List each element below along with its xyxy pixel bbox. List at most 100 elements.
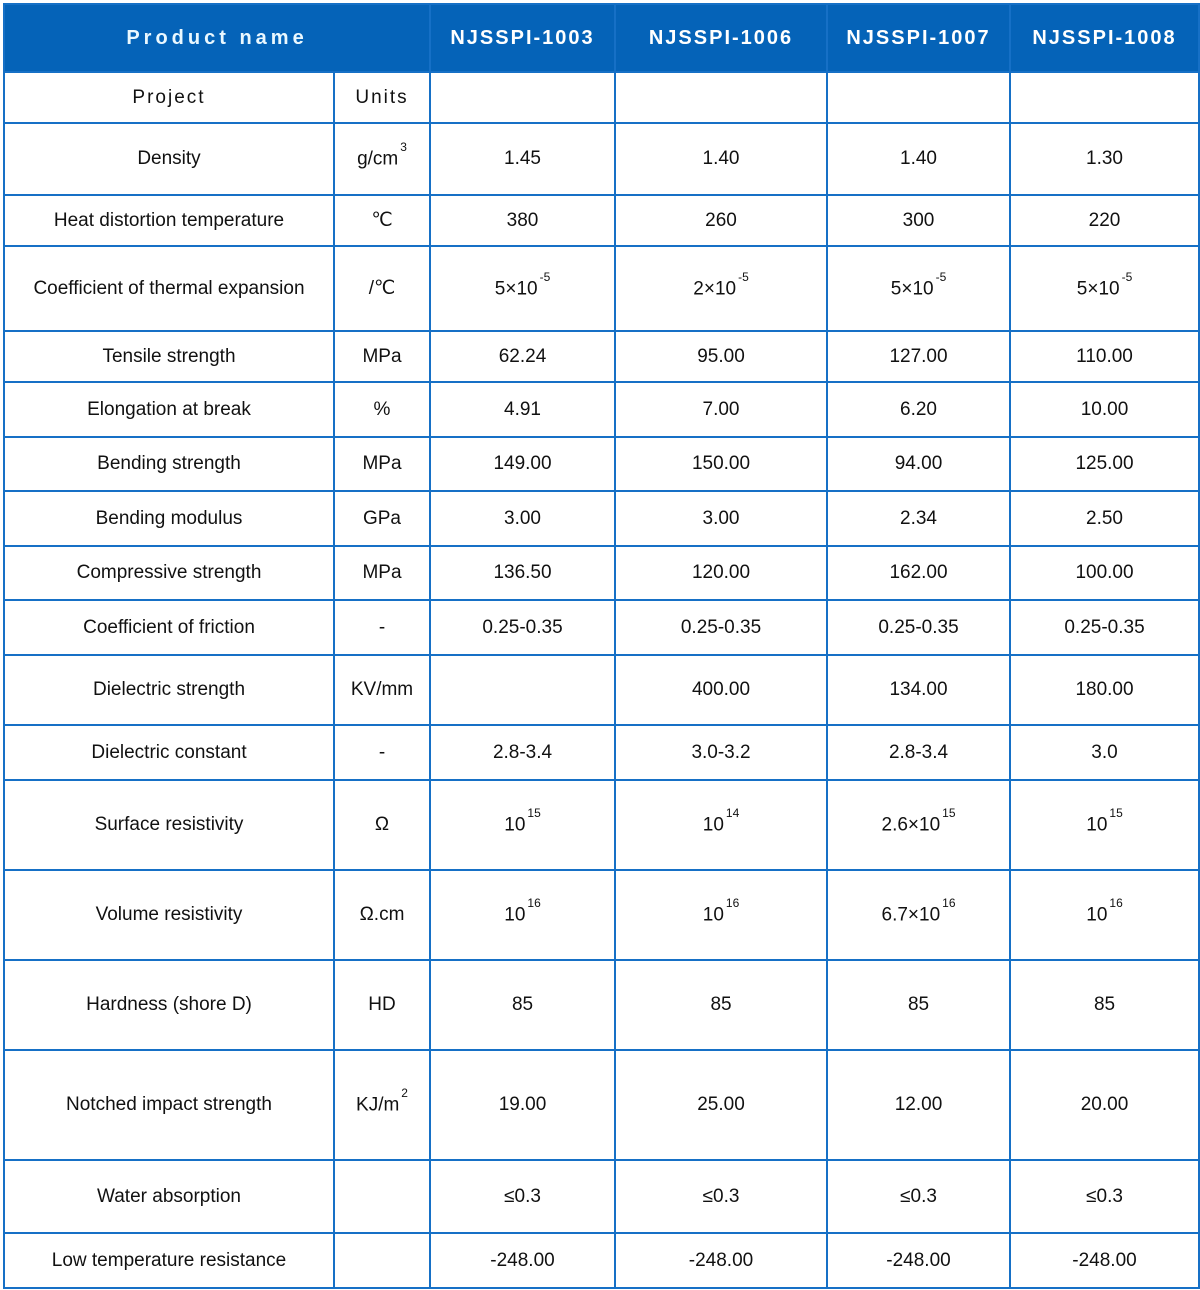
superscript: 3 [400,140,407,155]
unit-cell: - [332,599,432,656]
value-cell: 3.0-3.2 [614,724,829,781]
value-cell-text: 62.24 [498,345,547,367]
value-cell: 380 [429,194,617,247]
value-cell: 220 [1009,194,1200,247]
unit-cell-text: HD [368,994,396,1016]
empty-cell [826,71,1012,124]
value-cell-text: 10 [1086,814,1108,836]
value-cell-text: 149.00 [493,453,552,475]
value-cell-text: 85 [710,994,732,1016]
value-cell-text: -248.00 [1072,1249,1137,1271]
project-cell: Coefficient of friction [3,599,335,656]
value-cell: 0.25-0.35 [826,599,1012,656]
project-cell-text: Low temperature resistance [51,1249,287,1271]
value-cell-text: ≤0.3 [702,1185,740,1207]
value-cell: 25.00 [614,1049,829,1161]
value-cell: -248.00 [614,1232,829,1289]
table-row: Heat distortion temperature ℃ 380 260 300 220 [3,194,1200,247]
table-row: Hardness (shore D) HD 85 85 85 85 [3,959,1200,1051]
project-cell: Tensile strength [3,330,335,383]
value-cell-text: 12.00 [894,1094,943,1116]
unit-cell-text: MPa [362,453,402,475]
unit-cell-text: Ω [374,814,390,836]
value-cell: 6.20 [826,381,1012,438]
unit-cell-text: Ω.cm [359,904,405,926]
value-cell: 100.00 [1009,545,1200,601]
value-cell-text: 0.25-0.35 [680,616,762,638]
value-cell: 4.91 [429,381,617,438]
value-cell: 2×10-5 [614,245,829,332]
value-cell-text: 1.45 [504,148,541,170]
value-cell: 0.25-0.35 [1009,599,1200,656]
unit-cell: KJ/m2 [332,1049,432,1161]
project-cell-text: Density [137,148,201,170]
value-cell: 12.00 [826,1049,1012,1161]
value-cell: 5×10-5 [1009,245,1200,332]
project-cell-text: Hardness (shore D) [86,994,252,1016]
value-cell: 149.00 [429,436,617,492]
unit-cell: Ω [332,779,432,871]
superscript: 16 [725,896,740,911]
unit-cell-text: MPa [362,562,402,584]
table-row: Bending strength MPa 149.00 150.00 94.00 125.… [3,436,1200,492]
value-cell: ≤0.3 [1009,1159,1200,1234]
project-cell: Surface resistivity [3,779,335,871]
value-cell-text: -248.00 [490,1249,555,1271]
value-cell: 1016 [429,869,617,961]
project-cell: Bending modulus [3,490,335,547]
project-cell-text: Elongation at break [87,398,251,420]
value-cell: 125.00 [1009,436,1200,492]
value-cell [429,654,617,726]
unit-cell: KV/mm [332,654,432,726]
value-cell-text: 95.00 [697,345,745,367]
value-cell: 1014 [614,779,829,871]
table-row: Coefficient of thermal expansion /℃ 5×10-5… [3,245,1200,332]
project-cell-text: Coefficient of thermal expansion [33,277,305,299]
table-row: Coefficient of friction - 0.25-0.35 0.25-0.… [3,599,1200,656]
value-cell-text: 85 [1093,994,1116,1016]
header-row: Product name NJSSPI-1003 NJSSPI-1006 NJS… [2,3,1200,73]
product-name-header: Product name [2,3,432,73]
value-cell: 2.8-3.4 [429,724,617,781]
project-cell-text: Dielectric constant [91,741,247,763]
superscript: -5 [539,269,551,284]
unit-cell: MPa [332,330,432,383]
value-cell: 0.25-0.35 [429,599,617,656]
product-spec-table: Product name NJSSPI-1003 NJSSPI-1006 NJS… [2,3,1200,1289]
unit-cell-text: GPa [362,507,402,529]
superscript: 16 [1109,896,1123,911]
superscript: -5 [738,269,749,284]
table-row: Tensile strength MPa 62.24 95.00 127.00 110.0… [3,330,1200,383]
product-header: NJSSPI-1006 [614,3,829,73]
table-row: Surface resistivity Ω 1015 1014 2.6×1015 1015 [3,779,1200,871]
empty-cell [1009,71,1200,124]
project-cell-text: Volume resistivity [95,904,243,926]
unit-cell: % [332,381,432,438]
project-cell: Dielectric strength [3,654,335,726]
product-header: NJSSPI-1003 [429,3,617,73]
unit-cell: /℃ [332,245,432,332]
value-cell-text: 20.00 [1080,1094,1129,1116]
value-cell-text: 2×10 [693,277,737,299]
value-cell-text: -248.00 [688,1249,754,1271]
value-cell: 0.25-0.35 [614,599,829,656]
value-cell-text: 2.34 [900,507,937,529]
product-header: NJSSPI-1007 [826,3,1012,73]
value-cell: 400.00 [614,654,829,726]
project-cell-text: Water absorption [97,1185,241,1207]
value-cell-text: 6.20 [900,398,937,420]
project-cell-text: Notched impact strength [66,1094,272,1116]
value-cell-text: 300 [902,209,935,231]
unit-cell [332,1232,432,1289]
project-cell: Coefficient of thermal expansion [3,245,335,332]
value-cell-text: 260 [705,209,737,231]
table-row: Elongation at break% 4.91 7.00 6.20 10.00 [3,381,1200,438]
table-row: Bending modulus GPa 3.00 3.00 2.34 2.50 [3,490,1200,547]
unit-cell-text: KV/mm [350,679,414,701]
value-cell: 1.40 [614,122,829,196]
value-cell-text: 110.00 [1076,345,1133,367]
value-cell: -248.00 [429,1232,617,1289]
table-row: Compressive strength MPa 136.50 120.00 162.0… [3,545,1200,601]
unit-cell: Ω.cm [332,869,432,961]
value-cell-text: 10 [1086,904,1108,926]
